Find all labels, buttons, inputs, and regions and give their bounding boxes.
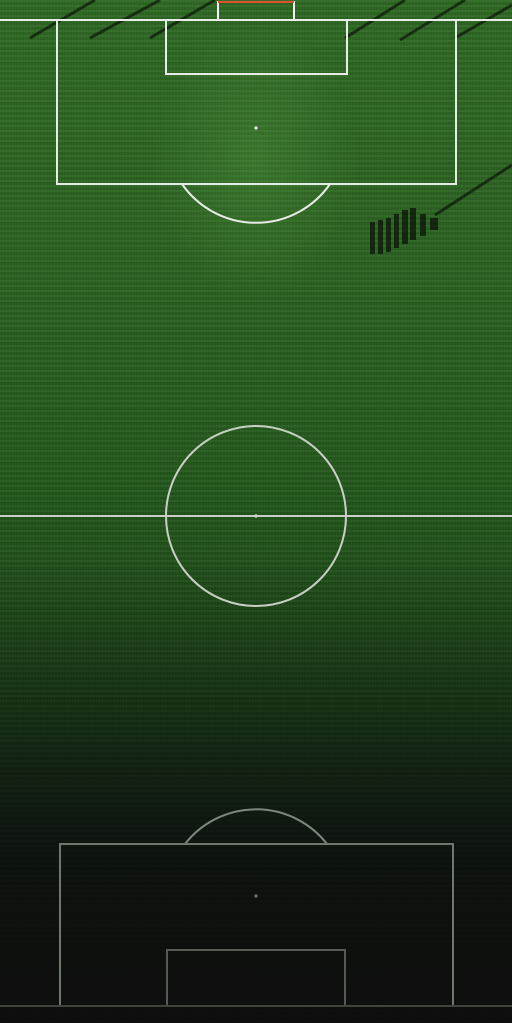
goal-box-top xyxy=(165,19,348,75)
goal-box-bottom xyxy=(166,949,346,1007)
penalty-box-bottom xyxy=(59,843,454,1007)
penalty-box-top xyxy=(56,19,457,185)
sunlight-glow xyxy=(150,20,360,300)
penalty-arc-bottom xyxy=(184,808,328,845)
penalty-arc-top xyxy=(181,183,331,224)
penalty-spot-bottom xyxy=(254,894,258,898)
center-spot xyxy=(254,514,258,518)
penalty-spot-top xyxy=(254,126,258,130)
center-circle xyxy=(165,425,347,607)
goal-top xyxy=(217,1,295,21)
bench-shadow xyxy=(370,163,512,254)
